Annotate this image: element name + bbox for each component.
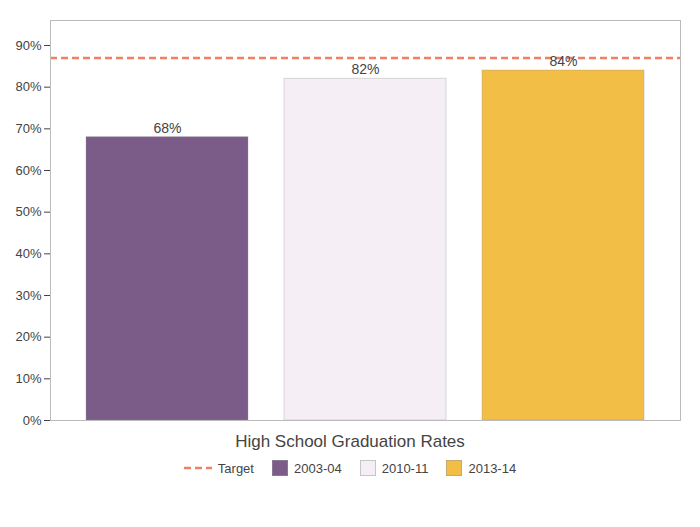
svg-text:68%: 68% bbox=[153, 120, 181, 136]
svg-text:84%: 84% bbox=[549, 53, 577, 69]
html-text:2010-11: 2010-11 bbox=[381, 460, 429, 476]
svg-text:50%: 50% bbox=[15, 204, 41, 219]
svg-text:82%: 82% bbox=[351, 61, 379, 77]
svg-text:70%: 70% bbox=[15, 121, 41, 136]
html-text:2003-04: 2003-04 bbox=[294, 460, 342, 476]
svg-text:30%: 30% bbox=[15, 288, 41, 303]
svg-text:0%: 0% bbox=[23, 413, 42, 428]
svg-text:60%: 60% bbox=[15, 163, 41, 178]
html-text:2013-14: 2013-14 bbox=[468, 460, 517, 476]
svg-text:10%: 10% bbox=[15, 371, 41, 386]
html-text:Target: Target bbox=[217, 460, 254, 476]
svg-text:80%: 80% bbox=[15, 79, 41, 94]
svg-text:40%: 40% bbox=[15, 246, 41, 261]
html-text:High School Graduation Rates: High School Graduation Rates bbox=[235, 432, 465, 451]
svg-text:20%: 20% bbox=[15, 329, 41, 344]
svg-text:90%: 90% bbox=[15, 38, 41, 53]
